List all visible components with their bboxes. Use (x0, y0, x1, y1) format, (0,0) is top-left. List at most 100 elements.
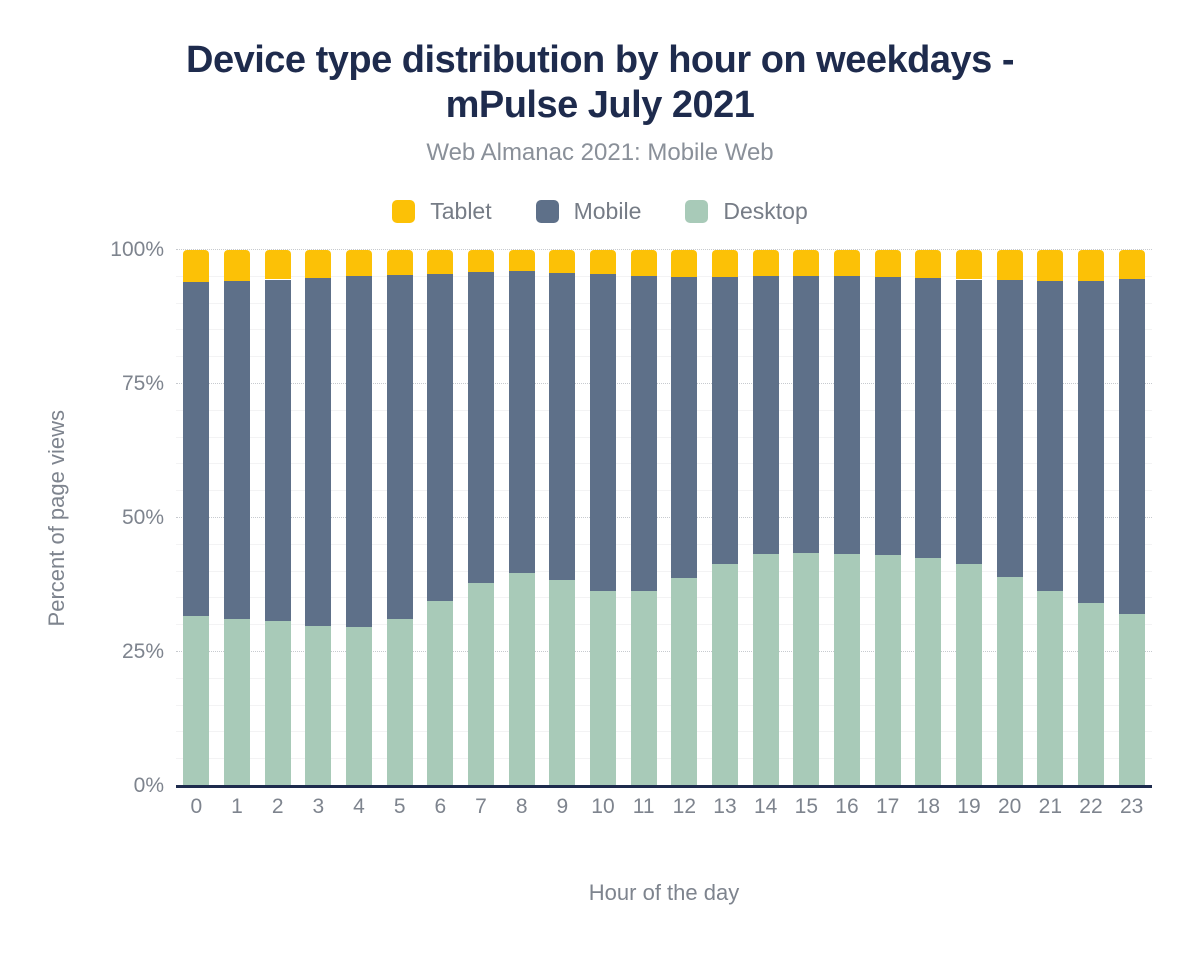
legend-item-desktop[interactable]: Desktop (685, 198, 808, 225)
minor-gridline (176, 677, 1152, 679)
bar-mobile-hour-18[interactable] (915, 277, 942, 559)
bar-desktop-hour-1[interactable] (224, 619, 250, 786)
bar-desktop-hour-2[interactable] (264, 621, 291, 786)
bar-tablet-hour-17[interactable] (874, 250, 901, 277)
bar-mobile-hour-17[interactable] (874, 276, 901, 555)
bar-tablet-hour-5[interactable] (386, 250, 413, 275)
x-tick-label-2: 2 (271, 795, 284, 818)
x-tick-label-5: 5 (393, 795, 406, 818)
x-axis-tick-labels: 0 1 2 3 4 5 6 7 8 9 10 11 12 13 14 15 16 17 18 19 20 21 22 23 (176, 795, 1152, 821)
bar-tablet-hour-9[interactable] (549, 250, 576, 273)
bar-tablet-hour-10[interactable] (590, 250, 616, 275)
bar-desktop-hour-18[interactable] (915, 558, 942, 786)
bar-desktop-hour-4[interactable] (346, 626, 372, 786)
bar-tablet-hour-18[interactable] (915, 250, 942, 278)
bar-desktop-hour-23[interactable] (1118, 613, 1145, 786)
bar-desktop-hour-8[interactable] (508, 573, 535, 786)
bar-tablet-hour-15[interactable] (793, 250, 820, 276)
bar-tablet-hour-19[interactable] (956, 250, 982, 280)
bar-mobile-hour-10[interactable] (590, 274, 616, 592)
legend-label-tablet: Tablet (430, 197, 492, 224)
bar-mobile-hour-19[interactable] (956, 279, 982, 565)
bar-mobile-hour-4[interactable] (346, 276, 372, 627)
bar-tablet-hour-12[interactable] (671, 250, 698, 278)
bar-tablet-hour-16[interactable] (834, 250, 860, 277)
bar-mobile-hour-2[interactable] (264, 279, 291, 622)
legend-item-tablet[interactable]: Tablet (392, 197, 492, 225)
y-tick-label: 75% (121, 372, 164, 395)
x-tick-label-11: 11 (632, 795, 655, 818)
legend: Tablet Mobile Desktop (0, 197, 1200, 225)
x-tick-label-3: 3 (312, 795, 325, 818)
bar-desktop-hour-20[interactable] (996, 576, 1023, 786)
bar-tablet-hour-2[interactable] (264, 250, 291, 280)
bar-tablet-hour-1[interactable] (224, 250, 250, 282)
bar-mobile-hour-1[interactable] (224, 281, 250, 620)
bar-tablet-hour-14[interactable] (752, 250, 779, 277)
major-gridline (176, 249, 1152, 250)
bar-mobile-hour-0[interactable] (183, 281, 210, 617)
x-tick-label-22: 22 (1079, 795, 1103, 818)
bar-desktop-hour-11[interactable] (630, 591, 657, 786)
bar-tablet-hour-4[interactable] (346, 250, 372, 277)
bar-desktop-hour-5[interactable] (386, 619, 413, 786)
bar-mobile-hour-8[interactable] (508, 270, 535, 574)
legend-item-mobile[interactable]: Mobile (535, 198, 641, 225)
bar-mobile-hour-15[interactable] (793, 275, 820, 554)
bar-mobile-hour-14[interactable] (752, 276, 779, 554)
bar-desktop-hour-7[interactable] (468, 583, 494, 786)
bar-tablet-hour-8[interactable] (508, 250, 535, 271)
y-axis-tick-labels: 0% 25% 50% 75% 100% (0, 239, 164, 797)
bar-tablet-hour-6[interactable] (427, 250, 454, 274)
mobile-swatch-icon (535, 199, 559, 223)
bar-mobile-hour-6[interactable] (427, 273, 454, 602)
bar-tablet-hour-13[interactable] (712, 250, 738, 278)
bar-desktop-hour-21[interactable] (1037, 591, 1064, 786)
minor-gridline (176, 704, 1152, 706)
bar-tablet-hour-3[interactable] (305, 250, 332, 278)
x-tick-label-7: 7 (475, 795, 487, 818)
major-gridline (176, 517, 1152, 518)
bar-mobile-hour-23[interactable] (1118, 278, 1145, 614)
major-gridline (176, 383, 1152, 384)
bar-desktop-hour-19[interactable] (956, 564, 982, 786)
bar-mobile-hour-12[interactable] (671, 277, 698, 579)
bar-tablet-hour-23[interactable] (1118, 250, 1145, 279)
bar-desktop-hour-15[interactable] (793, 553, 820, 786)
bar-mobile-hour-3[interactable] (305, 277, 332, 626)
bar-mobile-hour-9[interactable] (549, 272, 576, 581)
minor-gridline (176, 624, 1152, 626)
bar-mobile-hour-16[interactable] (834, 276, 860, 554)
bar-desktop-hour-9[interactable] (549, 580, 576, 786)
minor-gridline (176, 490, 1152, 492)
bar-desktop-hour-17[interactable] (874, 554, 901, 786)
bar-tablet-hour-20[interactable] (996, 250, 1023, 281)
bar-desktop-hour-6[interactable] (427, 601, 454, 786)
bar-tablet-hour-7[interactable] (468, 250, 494, 272)
bar-desktop-hour-12[interactable] (671, 578, 698, 786)
bar-mobile-hour-5[interactable] (386, 274, 413, 620)
bar-mobile-hour-22[interactable] (1078, 280, 1104, 604)
minor-gridline (176, 275, 1152, 277)
bar-mobile-hour-21[interactable] (1037, 280, 1064, 592)
bar-desktop-hour-0[interactable] (183, 616, 210, 786)
minor-gridline (176, 543, 1152, 545)
bar-desktop-hour-16[interactable] (834, 553, 860, 786)
bar-mobile-hour-20[interactable] (996, 280, 1023, 577)
bar-tablet-hour-0[interactable] (183, 250, 210, 282)
x-tick-label-8: 8 (515, 795, 528, 818)
x-tick-label-0: 0 (190, 795, 203, 818)
bar-mobile-hour-13[interactable] (712, 277, 738, 564)
bar-desktop-hour-13[interactable] (712, 563, 738, 786)
bar-tablet-hour-21[interactable] (1037, 250, 1064, 281)
bar-tablet-hour-11[interactable] (630, 250, 657, 277)
bar-desktop-hour-3[interactable] (305, 625, 332, 786)
bar-mobile-hour-7[interactable] (468, 272, 494, 584)
bar-tablet-hour-22[interactable] (1078, 250, 1104, 281)
x-tick-label-20: 20 (997, 795, 1022, 818)
bar-desktop-hour-10[interactable] (590, 591, 616, 786)
bar-desktop-hour-22[interactable] (1078, 603, 1104, 786)
bar-desktop-hour-14[interactable] (752, 553, 779, 786)
chart-subtitle: Web Almanac 2021: Mobile Web (426, 139, 774, 166)
bar-mobile-hour-11[interactable] (630, 276, 657, 592)
